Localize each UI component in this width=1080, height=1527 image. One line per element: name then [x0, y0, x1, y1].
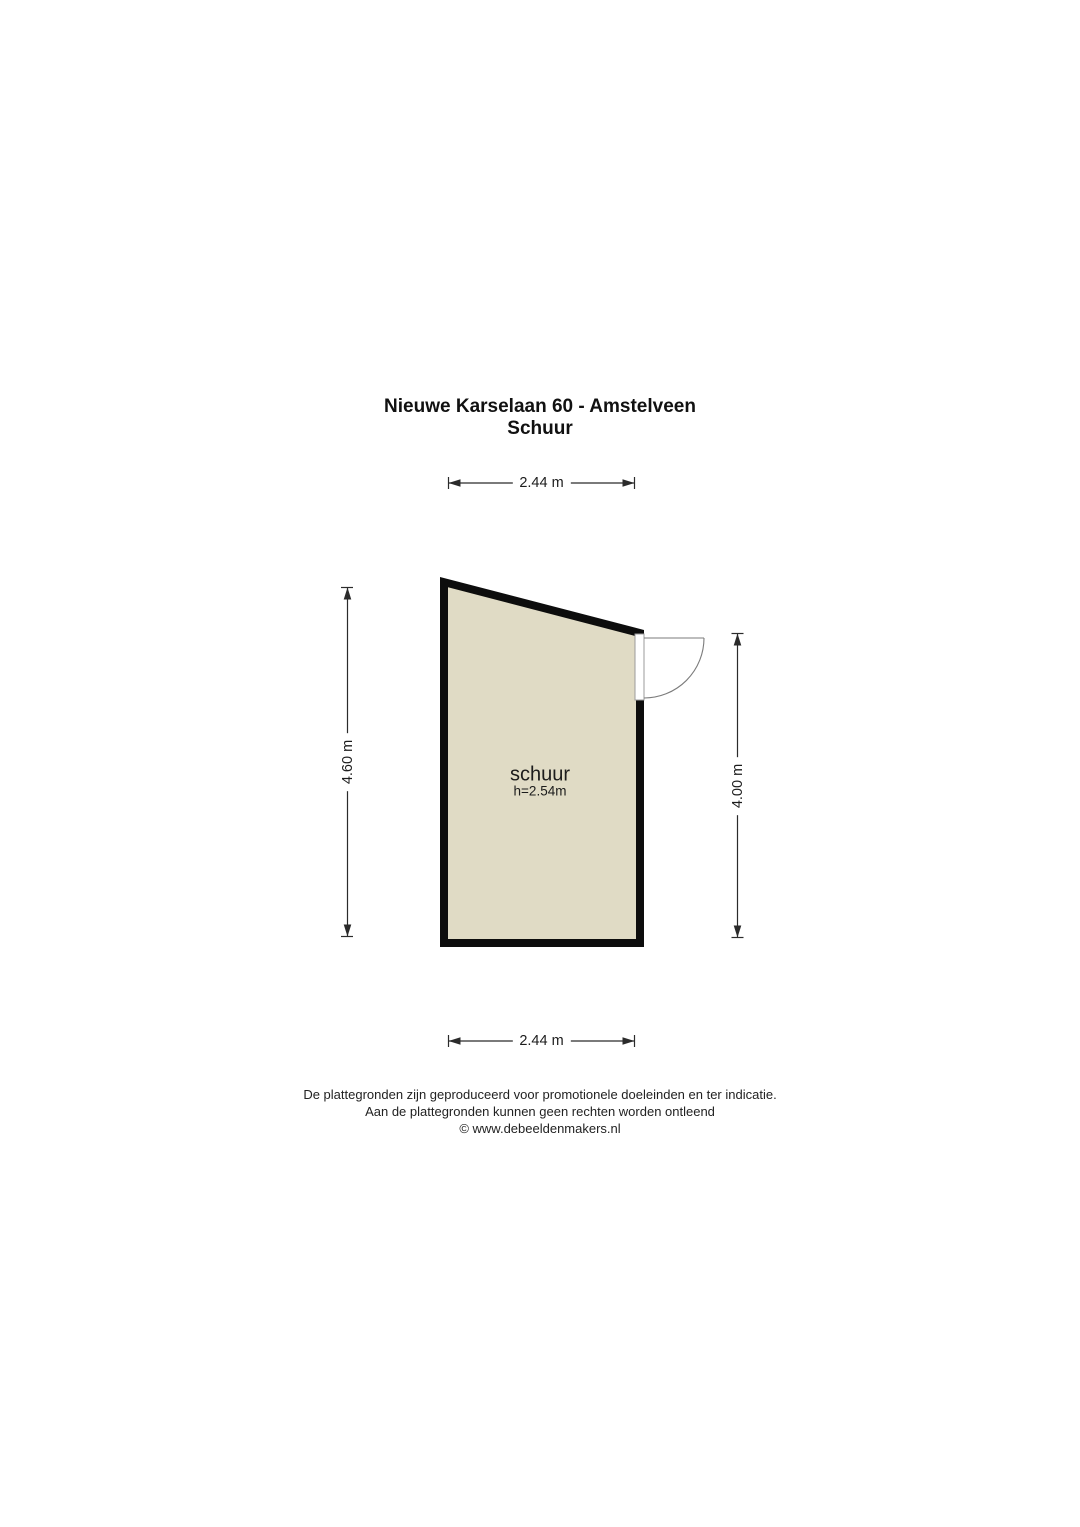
- title-floor: Schuur: [507, 418, 573, 439]
- door-opening: [634, 633, 645, 701]
- footer-line-2: Aan de plattegronden kunnen geen rechten…: [365, 1104, 715, 1119]
- dimension-label-left: 4.60 m: [339, 732, 356, 792]
- title-block: Nieuwe Karselaan 60 - Amstelveen Schuur: [0, 396, 1080, 440]
- footer-copyright: © www.debeeldenmakers.nl: [459, 1121, 621, 1136]
- room-height-label: h=2.54m: [513, 783, 567, 799]
- door-swing-arc: [643, 637, 705, 699]
- footer-disclaimer: De plattegronden zijn geproduceerd voor …: [0, 1086, 1080, 1137]
- title-address: Nieuwe Karselaan 60 - Amstelveen: [384, 396, 696, 417]
- dimension-label-bottom: 2.44 m: [512, 1033, 571, 1049]
- dimension-label-right: 4.00 m: [729, 756, 746, 815]
- dimension-label-top: 2.44 m: [512, 475, 571, 491]
- room-floor-area: [448, 587, 636, 939]
- footer-line-1: De plattegronden zijn geproduceerd voor …: [303, 1087, 777, 1102]
- room-name-label: schuur: [509, 763, 571, 786]
